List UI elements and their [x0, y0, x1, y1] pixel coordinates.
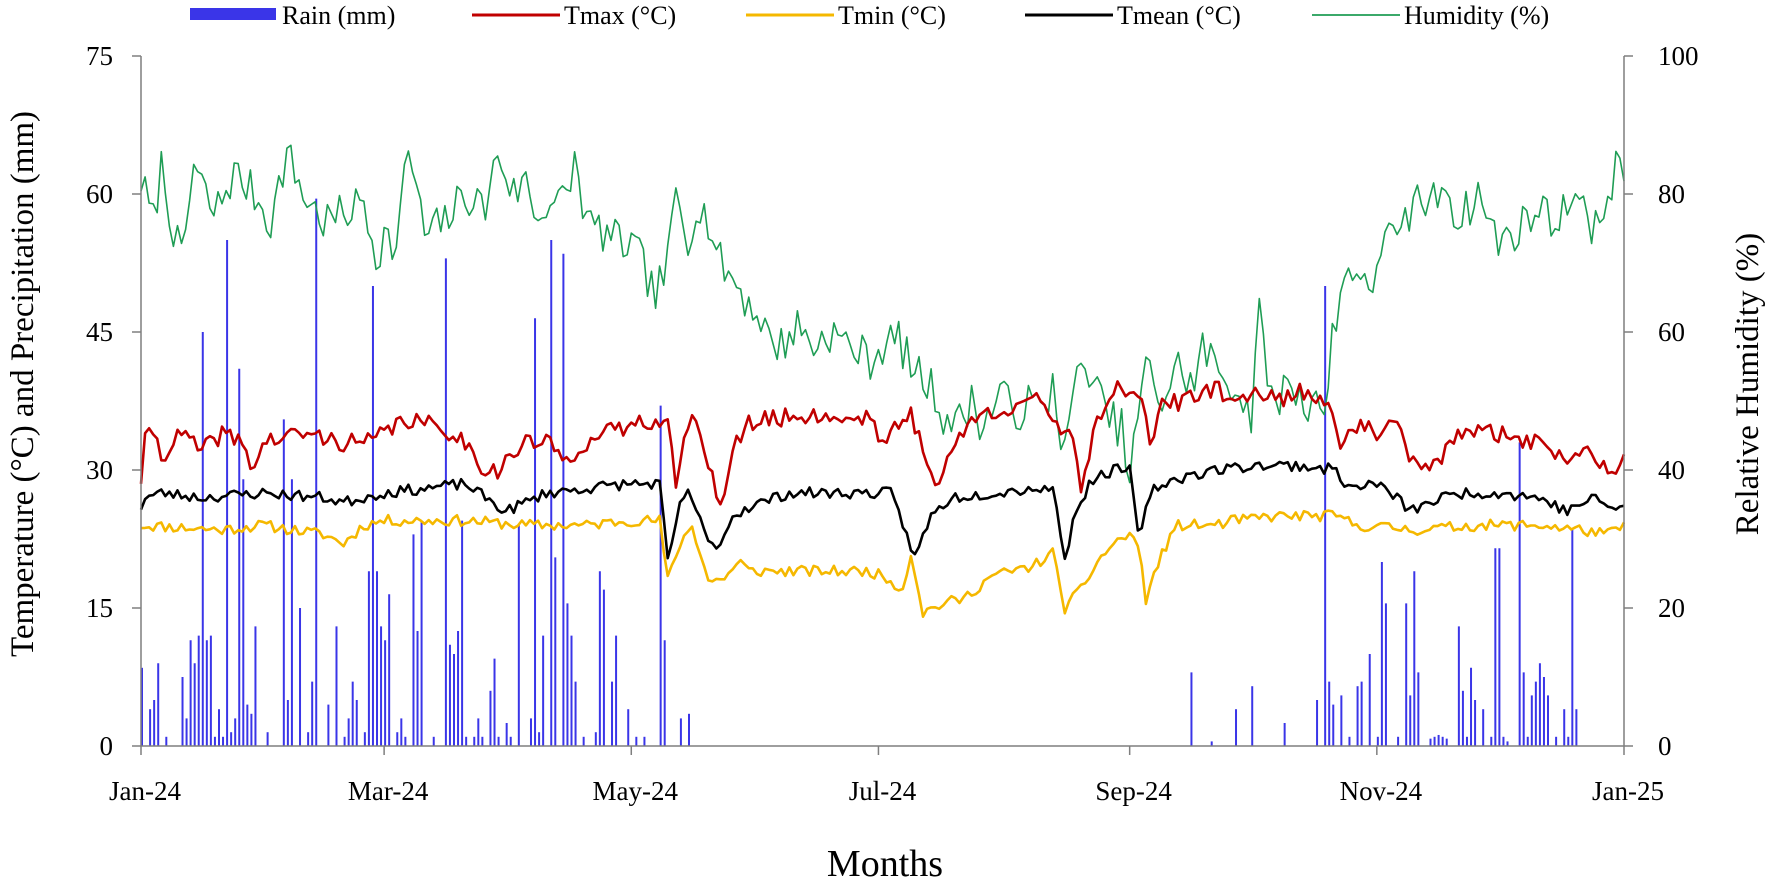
x-tick-label: Jul-24	[849, 776, 917, 806]
legend-swatch-rain	[190, 8, 276, 20]
legend: Rain (mm) Tmax (°C) Tmin (°C) Tmean (°C) Hum…	[190, 1, 1549, 30]
y-tick-label-left: 60	[86, 179, 113, 209]
x-tick-label: Nov-24	[1340, 776, 1423, 806]
y-tick-label-right: 80	[1658, 179, 1685, 209]
humidity-line	[140, 144, 1625, 484]
legend-label-tmin: Tmin (°C)	[838, 1, 946, 30]
y-tick-label-left: 45	[86, 317, 113, 347]
y-tick-label-left: 75	[86, 41, 113, 71]
y-tick-label-right: 0	[1658, 731, 1672, 761]
x-tick-label: Jan-25	[1592, 776, 1664, 806]
x-axis-title: Months	[827, 843, 943, 883]
y-axis-left-title: Temperature (°C) and Precipitation (mm)	[5, 111, 41, 657]
tmean-line	[139, 460, 1625, 561]
x-tick-label: Mar-24	[348, 776, 429, 806]
rain-bars	[141, 198, 1578, 746]
y-tick-label-right: 100	[1658, 41, 1699, 71]
y-tick-label-right: 20	[1658, 593, 1685, 623]
tmax-line	[139, 380, 1626, 506]
legend-label-rain: Rain (mm)	[282, 1, 395, 30]
tmin-line	[140, 509, 1626, 619]
y-tick-label-left: 0	[100, 731, 114, 761]
y-axis-right-title: Relative Humidity (%)	[1730, 233, 1766, 535]
axes: 0 15 30 45 60 75 0 20 40 60 80 100 Jan-24 Mar-24 May-2…	[86, 41, 1699, 806]
x-tick-label: Jan-24	[109, 776, 181, 806]
legend-label-humidity: Humidity (%)	[1404, 1, 1549, 30]
y-tick-label-left: 15	[86, 593, 113, 623]
x-tick-label: Sep-24	[1095, 776, 1172, 806]
x-tick-label: May-24	[593, 776, 679, 806]
y-tick-label-right: 40	[1658, 455, 1685, 485]
y-tick-label-right: 60	[1658, 317, 1685, 347]
legend-label-tmax: Tmax (°C)	[564, 1, 676, 30]
legend-label-tmean: Tmean (°C)	[1117, 1, 1241, 30]
y-tick-label-left: 30	[86, 455, 113, 485]
series-lines	[139, 144, 1626, 619]
